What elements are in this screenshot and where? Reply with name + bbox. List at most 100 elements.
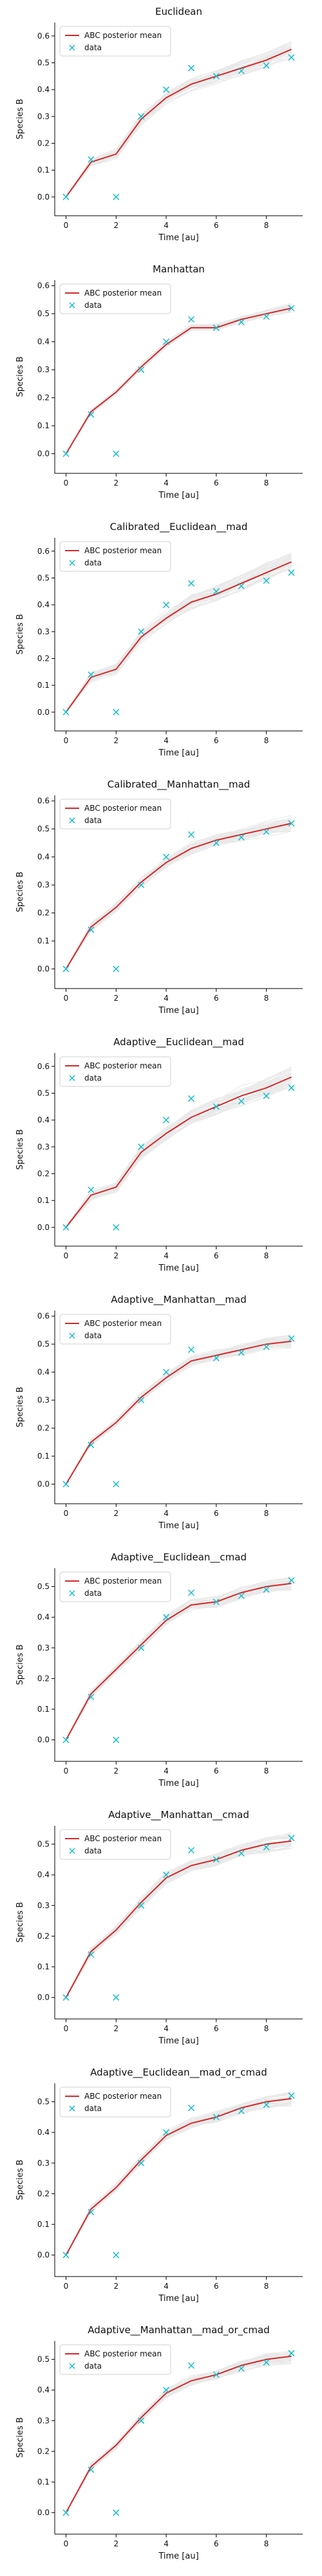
posterior-sample-line [66, 1842, 292, 1998]
x-tick-label: 8 [264, 994, 269, 1003]
x-tick-label: 6 [214, 1509, 219, 1518]
posterior-sample-line [66, 2098, 292, 2256]
posterior-sample-line [66, 1083, 292, 1229]
posterior-sample-line [66, 43, 292, 197]
posterior-sample-line [66, 831, 292, 969]
y-tick-label: 0.5 [37, 1340, 50, 1349]
y-tick-label: 0.0 [37, 193, 50, 202]
posterior-sample-line [66, 1339, 292, 1484]
data-point [187, 1346, 194, 1353]
posterior-sample-line [66, 2102, 292, 2256]
y-tick-label: 0.4 [37, 1613, 50, 1622]
posterior-sample-line [66, 2356, 292, 2513]
y-tick-label: 0.2 [37, 139, 50, 148]
posterior-sample-line [66, 1586, 292, 1740]
posterior-sample-line [66, 2360, 292, 2513]
posterior-sample-line [66, 1068, 292, 1227]
posterior-sample-line [66, 306, 292, 454]
y-tick-label: 0.1 [37, 936, 50, 945]
posterior-samples [66, 552, 292, 714]
posterior-sample-line [66, 2351, 292, 2514]
posterior-sample-line [66, 2356, 292, 2513]
posterior-sample-line [66, 1072, 292, 1227]
posterior-sample-line [66, 1841, 292, 1998]
posterior-sample-line [66, 1069, 292, 1227]
x-tick-label: 2 [113, 1509, 118, 1518]
x-tick-label: 2 [113, 2539, 118, 2548]
data-point [88, 926, 95, 933]
data-point [187, 1095, 194, 1102]
posterior-sample-line [66, 560, 292, 712]
posterior-mean-line [65, 2098, 292, 2256]
y-tick-label: 0.3 [37, 2159, 50, 2168]
posterior-sample-line [66, 1842, 292, 1998]
posterior-sample-line [66, 562, 292, 712]
x-axis-label: Time [au] [158, 1521, 198, 1531]
posterior-sample-line [66, 1343, 292, 1485]
posterior-sample-line [66, 1339, 292, 1484]
posterior-sample-line [66, 305, 292, 455]
posterior-sample-line [66, 41, 292, 197]
posterior-sample-line [66, 563, 292, 712]
posterior-sample-line [66, 565, 292, 713]
data-point [263, 313, 270, 320]
y-tick-label: 0.0 [37, 1993, 50, 2002]
posterior-sample-line [66, 304, 292, 455]
posterior-sample-line [66, 2101, 292, 2255]
posterior-sample-line [66, 2103, 292, 2256]
posterior-sample-line [66, 1346, 292, 1485]
posterior-sample-line [66, 2353, 292, 2514]
posterior-sample-line [66, 1335, 292, 1485]
x-tick-label: 2 [113, 2282, 118, 2291]
y-tick-label: 0.3 [37, 1901, 50, 1910]
data-point [113, 2509, 120, 2516]
posterior-sample-line [66, 826, 292, 970]
posterior-sample-line [66, 55, 292, 197]
x-tick-label: 8 [264, 1766, 269, 1776]
posterior-sample-line [66, 824, 292, 970]
posterior-sample-line [66, 1578, 292, 1740]
data-point [263, 577, 270, 584]
posterior-sample-line [66, 1841, 292, 1998]
posterior-sample-line [66, 48, 292, 197]
data-point [88, 1441, 95, 1448]
chart-panel: Euclidean 0 2 4 6 8 0.0 0.1 0.2 0.3 0.4 0.5 0.6 Time … [15, 6, 303, 243]
data-point [138, 2417, 145, 2424]
posterior-sample-line [66, 564, 292, 713]
posterior-sample-line [66, 305, 292, 455]
x-tick-label: 4 [164, 478, 169, 488]
chart-title: Adaptive__Manhattan__mad_or_cmad [88, 2324, 269, 2336]
legend-box [59, 26, 171, 57]
posterior-sample-line [66, 55, 292, 197]
posterior-sample-line [66, 566, 292, 713]
y-axis-label: Species B [15, 1644, 25, 1685]
posterior-sample-line [66, 1074, 292, 1227]
posterior-sample-line [66, 2099, 292, 2255]
posterior-sample-line [66, 2093, 292, 2255]
y-tick-label: 0.5 [37, 2098, 50, 2107]
legend: ABC posterior mean data [59, 2087, 171, 2117]
x-tick-label: 6 [214, 994, 219, 1003]
data-point [138, 366, 145, 374]
y-tick-label: 0.1 [37, 1196, 50, 1205]
posterior-sample-line [66, 2353, 292, 2514]
data-point [288, 1084, 295, 1092]
posterior-sample-line [66, 1577, 292, 1741]
legend-mean-label: ABC posterior mean [84, 1061, 162, 1070]
y-tick-label: 0.0 [37, 450, 50, 459]
posterior-sample-line [66, 2105, 292, 2255]
posterior-sample-line [66, 53, 292, 197]
chart-panel: Adaptive__Euclidean__mad_or_cmad 0 2 4 6 8 0.0… [15, 2067, 303, 2304]
posterior-sample-line [66, 2094, 292, 2256]
legend-mean-label: ABC posterior mean [84, 289, 162, 298]
posterior-sample-line [66, 557, 292, 713]
y-tick-label: 0.5 [37, 1840, 50, 1849]
posterior-sample-line [66, 1075, 292, 1228]
posterior-sample-line [66, 1341, 292, 1484]
posterior-sample-line [66, 2098, 292, 2255]
data-point [163, 601, 170, 609]
data-point [62, 1736, 70, 1743]
data-point [88, 411, 95, 418]
posterior-sample-line [66, 564, 292, 713]
x-tick-label: 8 [264, 2024, 269, 2033]
